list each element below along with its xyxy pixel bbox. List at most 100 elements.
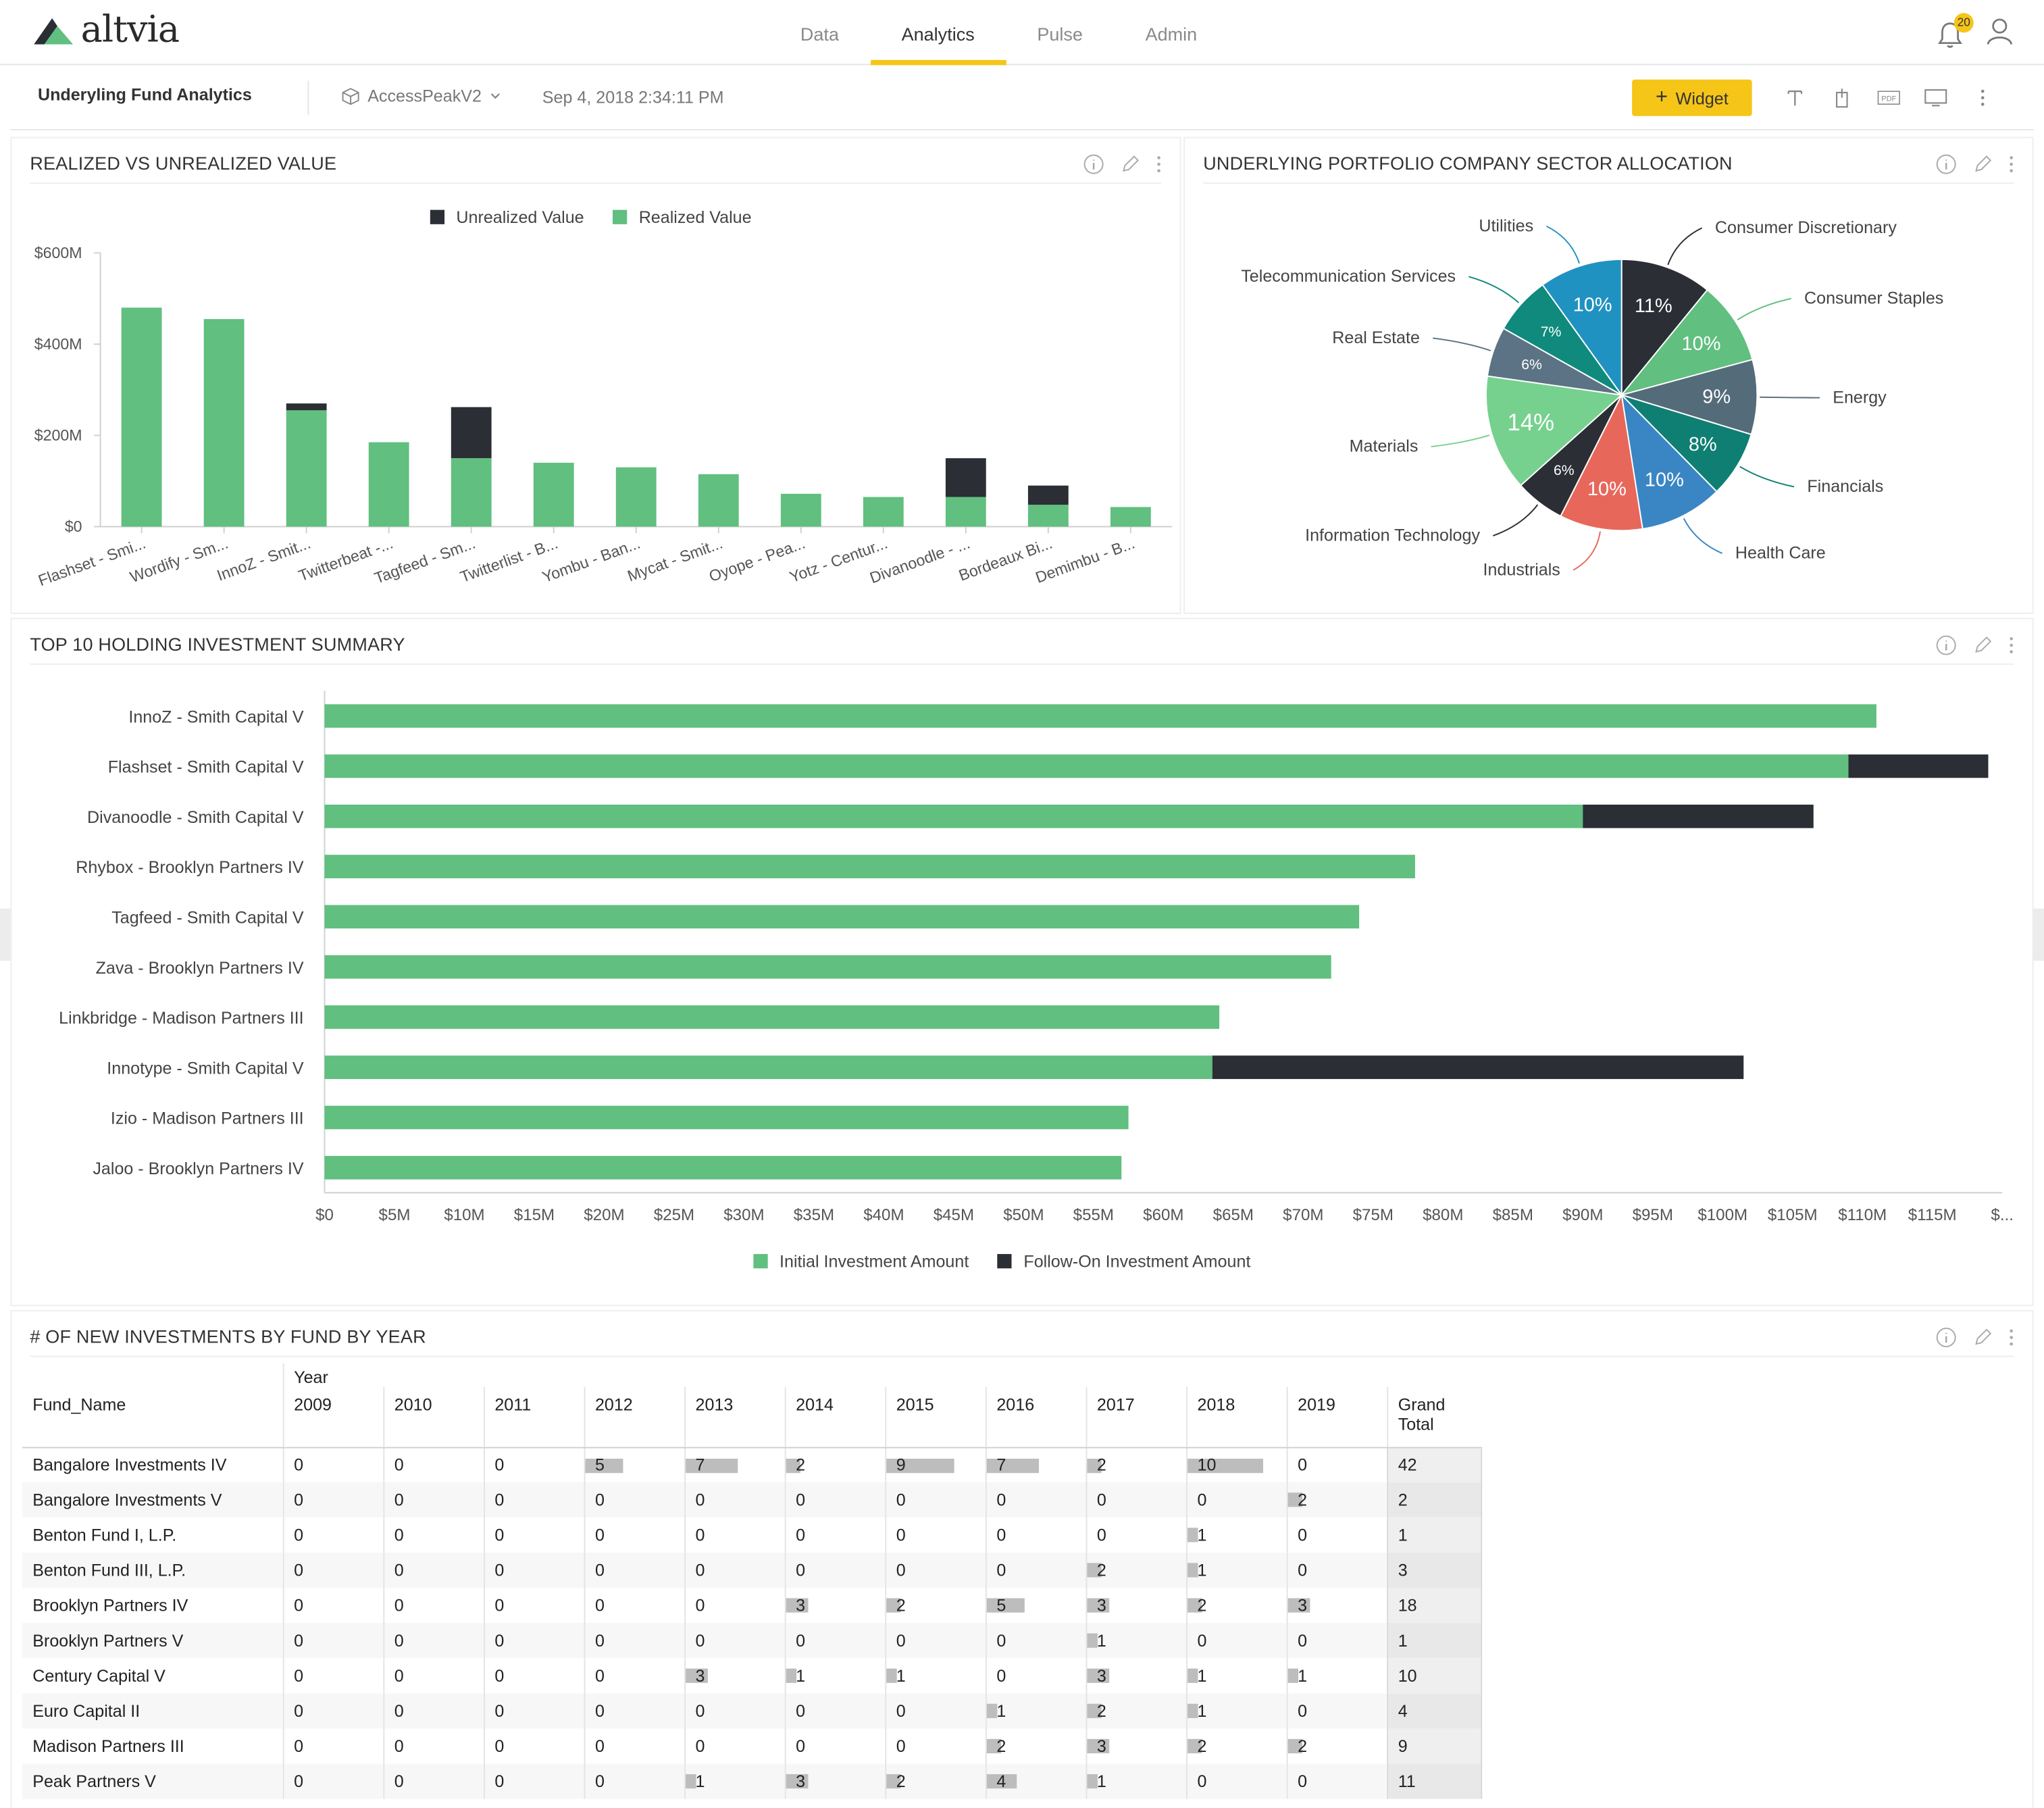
panel-menu-icon[interactable] (2009, 1328, 2014, 1347)
legend-item-unrealized[interactable]: Unrealized Value (430, 207, 584, 227)
presentation-mode-icon[interactable] (1924, 86, 1947, 109)
datasource-selector[interactable]: AccessPeakV2 (342, 86, 503, 105)
bar-initial[interactable] (324, 1155, 1122, 1180)
table-row[interactable]: Madison Partners III 0 0 0 0 0 0 0 2 3 2 2 9 (22, 1728, 1482, 1764)
bar-unrealized[interactable] (945, 458, 986, 497)
column-header[interactable]: 2018 (1185, 1386, 1287, 1448)
bar-realized[interactable] (368, 442, 409, 527)
add-widget-button[interactable]: + Widget (1632, 79, 1752, 116)
user-profile-icon[interactable] (1987, 17, 2013, 52)
bar-initial[interactable] (324, 804, 1583, 828)
pie-slice[interactable] (1485, 375, 1623, 486)
legend-item-realized[interactable]: Realized Value (613, 207, 752, 227)
panel-menu-icon[interactable] (2009, 155, 2014, 174)
bar-realized[interactable] (286, 410, 327, 527)
panel-menu-icon[interactable] (2009, 636, 2014, 655)
table-row[interactable]: Benton Fund III, L.P. 0 0 0 0 0 0 0 0 2 1 0 3 (22, 1552, 1482, 1588)
bar-realized[interactable] (863, 497, 904, 527)
cell-value: 2 (796, 1455, 806, 1475)
column-header[interactable]: 2019 (1285, 1386, 1387, 1448)
x-tick-label: $65M (1213, 1206, 1254, 1224)
value-cell: 0 (482, 1517, 584, 1553)
info-icon[interactable] (1936, 154, 1957, 175)
bar-realized[interactable] (780, 493, 821, 527)
edit-pencil-icon[interactable] (1120, 154, 1141, 175)
legend-item-initial[interactable]: Initial Investment Amount (753, 1251, 969, 1271)
legend-item-follow-on[interactable]: Follow-On Investment Amount (997, 1251, 1250, 1271)
table-row[interactable]: Brooklyn Partners V 0 0 0 0 0 0 0 0 1 0 0 1 (22, 1623, 1482, 1659)
bar-realized[interactable] (615, 467, 657, 527)
bar-unrealized[interactable] (286, 403, 327, 411)
bar-unrealized[interactable] (1027, 485, 1069, 505)
bar-unrealized[interactable] (451, 407, 492, 459)
table-row[interactable]: Euro Capital II 0 0 0 0 0 0 0 1 2 1 0 4 (22, 1693, 1482, 1729)
bar-initial[interactable] (324, 955, 1331, 979)
edit-pencil-icon[interactable] (1972, 154, 1993, 175)
table-row[interactable]: Benton Fund I, L.P. 0 0 0 0 0 0 0 0 0 1 0 1 (22, 1517, 1482, 1553)
left-panel-toggle[interactable] (0, 908, 11, 961)
pie-slice[interactable] (1620, 288, 1754, 397)
column-header[interactable]: 2009 (282, 1386, 384, 1448)
column-header[interactable]: 2017 (1085, 1386, 1187, 1448)
nav-tab-analytics[interactable]: Analytics (870, 0, 1006, 66)
column-header[interactable]: 2016 (984, 1386, 1086, 1448)
column-header[interactable]: 2015 (884, 1386, 986, 1448)
panel-menu-icon[interactable] (1156, 155, 1162, 174)
nav-tab-data[interactable]: Data (800, 23, 839, 45)
bar-initial[interactable] (324, 905, 1360, 929)
bar-realized[interactable] (1027, 505, 1069, 527)
bar-initial[interactable] (324, 855, 1415, 878)
table-row[interactable]: Peak Partners V 0 0 0 0 1 3 2 4 1 0 0 11 (22, 1763, 1482, 1799)
bar-initial[interactable] (324, 754, 1849, 778)
table-row[interactable]: Brooklyn Partners IV 0 0 0 0 0 3 2 5 3 2 3 18 (22, 1588, 1482, 1624)
bar-initial[interactable] (324, 1055, 1212, 1080)
bar-realized[interactable] (945, 497, 986, 527)
altvia-logo[interactable]: altvia (31, 8, 180, 51)
nav-tab-admin[interactable]: Admin (1145, 23, 1198, 45)
bar-realized[interactable] (1110, 507, 1151, 527)
column-header[interactable]: 2013 (684, 1386, 785, 1448)
bar-realized[interactable] (203, 319, 245, 527)
bookmark-tool-icon[interactable] (1830, 86, 1854, 109)
chart-legend: Initial Investment Amount Follow-On Inve… (753, 1251, 1250, 1271)
bar-initial[interactable] (324, 704, 1876, 728)
bar-realized[interactable] (451, 458, 492, 527)
column-header[interactable]: Grand Total (1386, 1386, 1481, 1448)
pie-slice[interactable] (1620, 393, 1718, 530)
bar-follow-on[interactable] (1583, 804, 1814, 828)
text-tool-icon[interactable] (1783, 86, 1807, 109)
edit-pencil-icon[interactable] (1972, 1327, 1993, 1348)
nav-tab-pulse[interactable]: Pulse (1037, 23, 1083, 45)
column-header[interactable]: 2010 (382, 1386, 484, 1448)
plus-icon: + (1656, 86, 1668, 109)
table-row[interactable]: Century Capital V 0 0 0 0 3 1 1 0 3 1 1 10 (22, 1658, 1482, 1694)
pie-slice[interactable] (1620, 258, 1708, 397)
pie-slice[interactable] (1541, 258, 1623, 397)
info-icon[interactable] (1936, 635, 1957, 656)
info-icon[interactable] (1936, 1327, 1957, 1348)
column-header[interactable]: 2011 (482, 1386, 584, 1448)
bar-initial[interactable] (324, 1005, 1220, 1029)
table-row[interactable]: Bangalore Investments IV 0 0 0 5 7 2 9 7 2 10 0 42 (22, 1447, 1482, 1482)
bar-realized[interactable] (121, 307, 162, 527)
table-row[interactable]: Bangalore Investments V 0 0 0 0 0 0 0 0 0 0 2 2 (22, 1482, 1482, 1517)
notifications-bell-icon[interactable]: 20 (1937, 12, 1974, 49)
cell-value: 1 (1096, 1630, 1106, 1651)
bar-follow-on[interactable] (1848, 754, 1989, 778)
data-bar (1187, 1563, 1198, 1578)
bar-realized[interactable] (698, 474, 739, 527)
pie-slice[interactable] (1619, 358, 1758, 436)
pdf-export-icon[interactable]: PDF (1877, 86, 1901, 109)
pie-slice[interactable] (1560, 393, 1643, 532)
more-options-icon[interactable] (1971, 86, 1995, 109)
column-header[interactable]: 2014 (784, 1386, 886, 1448)
pie-slice[interactable] (1620, 394, 1752, 493)
right-panel-toggle[interactable] (2033, 908, 2044, 961)
row-header-label[interactable]: Fund_Name (22, 1386, 283, 1448)
edit-pencil-icon[interactable] (1972, 635, 1993, 656)
column-header[interactable]: 2012 (583, 1386, 685, 1448)
info-icon[interactable] (1083, 154, 1104, 175)
bar-realized[interactable] (533, 462, 574, 527)
bar-follow-on[interactable] (1212, 1055, 1744, 1080)
bar-initial[interactable] (324, 1105, 1129, 1130)
